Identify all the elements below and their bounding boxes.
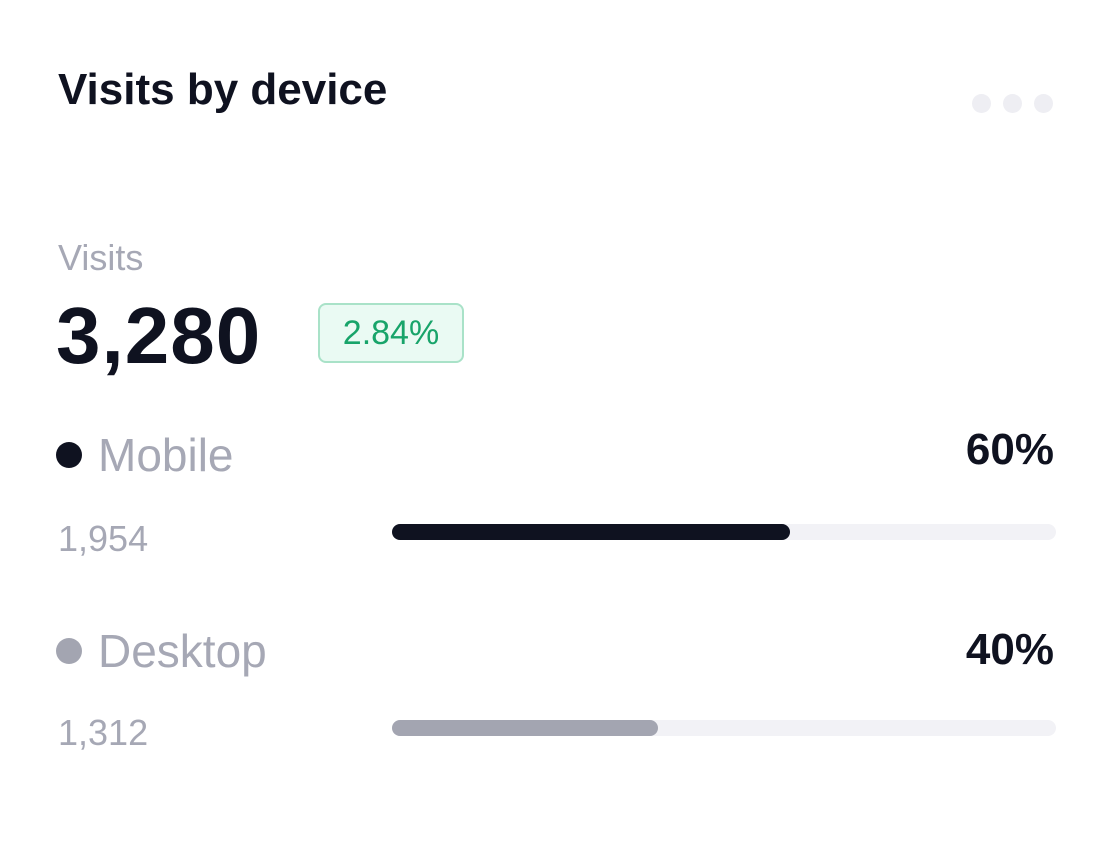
more-horizontal-icon: [1034, 93, 1053, 113]
device-name: Desktop: [98, 625, 267, 677]
device-count: 1,312: [58, 712, 149, 753]
device-name: Mobile: [98, 429, 234, 481]
change-badge: 2.84%: [318, 303, 464, 363]
progress-track: [392, 720, 1056, 736]
card-title: Visits by device: [58, 65, 388, 114]
legend-dot-icon: [56, 442, 82, 468]
progress-fill: [392, 720, 658, 736]
progress-track: [392, 524, 1056, 540]
metric-label: Visits: [58, 237, 144, 278]
legend-dot-icon: [56, 638, 82, 664]
device-percent: 60%: [965, 425, 1054, 474]
device-count: 1,954: [58, 518, 149, 559]
progress-fill: [392, 524, 791, 540]
more-options-button[interactable]: [972, 92, 1060, 114]
more-horizontal-icon: [972, 93, 991, 113]
device-percent: 40%: [965, 625, 1054, 674]
metric-value: 3,280: [56, 291, 262, 380]
more-horizontal-icon: [1003, 93, 1022, 113]
